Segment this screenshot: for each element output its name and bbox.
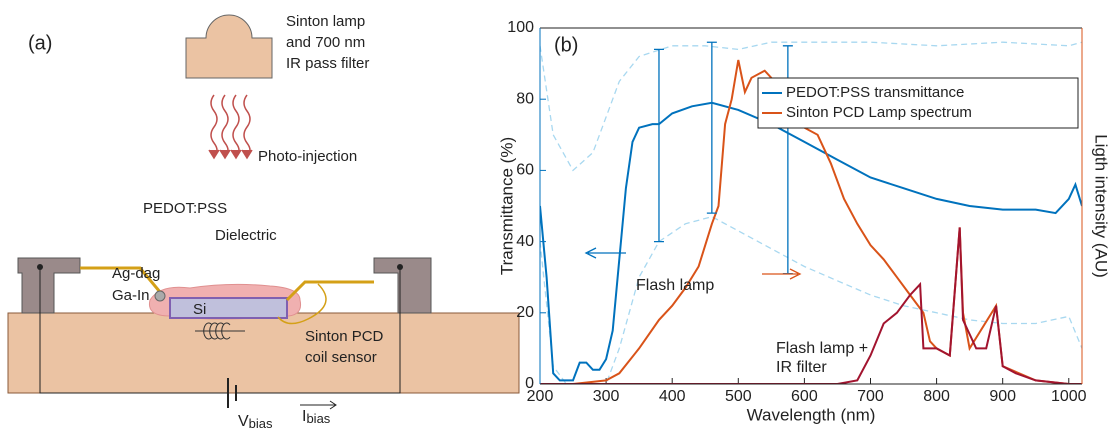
- legend-label: PEDOT:PSS transmittance: [786, 84, 964, 101]
- arrow: [762, 268, 802, 280]
- y-tick-label: 20: [516, 304, 534, 321]
- vbias-label: Vbias: [238, 413, 273, 431]
- ibias-sub: bias: [306, 411, 330, 426]
- x-tick-label: 400: [659, 388, 686, 405]
- lamp-label: IR pass filter: [286, 55, 369, 72]
- ibias-main: I: [302, 408, 306, 425]
- left-post: [17, 257, 81, 314]
- right-post: [373, 257, 432, 314]
- x-tick-label: 800: [923, 388, 950, 405]
- x-tick-label: 200: [527, 388, 554, 405]
- gain-label: Ga-In: [112, 287, 150, 304]
- vbias-main: V: [238, 413, 249, 430]
- x-tick-label: 300: [593, 388, 620, 405]
- series-line: [540, 41, 1082, 172]
- error-bar: [706, 41, 717, 214]
- panel-label: (a): [28, 32, 52, 54]
- y2-axis-label: Ligth intensity (AU): [1092, 134, 1111, 278]
- y-axis-label: Transmittance (%): [497, 137, 516, 275]
- photo-label: Photo-injection: [258, 148, 357, 165]
- coil: [195, 322, 245, 340]
- agdag-label: Ag-dag: [112, 265, 160, 282]
- circuit: [39, 267, 401, 408]
- y-tick-label: 60: [516, 162, 534, 179]
- coil-label: coil sensor: [305, 349, 377, 366]
- x-tick-label: 1000: [1051, 388, 1087, 405]
- wires: [80, 266, 374, 325]
- current-arrow: [300, 400, 337, 410]
- panel-label: (b): [554, 34, 578, 56]
- dielectric-label: Dielectric: [215, 227, 277, 244]
- legend-label: Sinton PCD Lamp spectrum: [786, 104, 972, 121]
- annotation: Flash lamp +: [776, 340, 868, 357]
- annotation: Flash lamp: [636, 277, 714, 294]
- plot-area: [540, 41, 1082, 384]
- x-tick-label: 600: [791, 388, 818, 405]
- y-tick-label: 0: [525, 375, 534, 392]
- lamp-label: Sinton lamp: [286, 13, 365, 30]
- error-bar: [653, 48, 664, 243]
- lamp-label: and 700 nm: [286, 34, 365, 51]
- y-tick-label: 100: [507, 19, 534, 36]
- light-rays: [208, 94, 253, 160]
- terminal: [37, 264, 43, 270]
- series-line: [540, 227, 1082, 384]
- x-axis-label: Wavelength (nm): [747, 405, 876, 424]
- si-wafer: [169, 297, 288, 319]
- x-tick-label: 900: [989, 388, 1016, 405]
- diagram: (a) Sinton lamp and 700 nm IR pass filte…: [7, 13, 520, 431]
- si-label: Si: [193, 301, 206, 318]
- pedot-label: PEDOT:PSS: [143, 200, 227, 217]
- x-tick-label: 700: [857, 388, 884, 405]
- series-line: [540, 101, 1082, 382]
- lamp: [185, 14, 273, 79]
- sensor-base: [7, 312, 520, 394]
- x-tick-label: 500: [725, 388, 752, 405]
- contact: [154, 290, 166, 302]
- chart: 200 300 400 500 600 700 800 900 1000 0 20 40 60 80 100…: [497, 19, 1110, 424]
- ibias-label: Ibias: [302, 408, 331, 426]
- terminal: [397, 264, 403, 270]
- arrow: [584, 247, 626, 259]
- annotation: IR filter: [776, 359, 827, 376]
- vbias-sub: bias: [249, 416, 273, 431]
- legend-box: [757, 77, 1079, 129]
- coil-label: Sinton PCD: [305, 328, 384, 345]
- y-tick-label: 40: [516, 233, 534, 250]
- y-tick-label: 80: [516, 90, 534, 107]
